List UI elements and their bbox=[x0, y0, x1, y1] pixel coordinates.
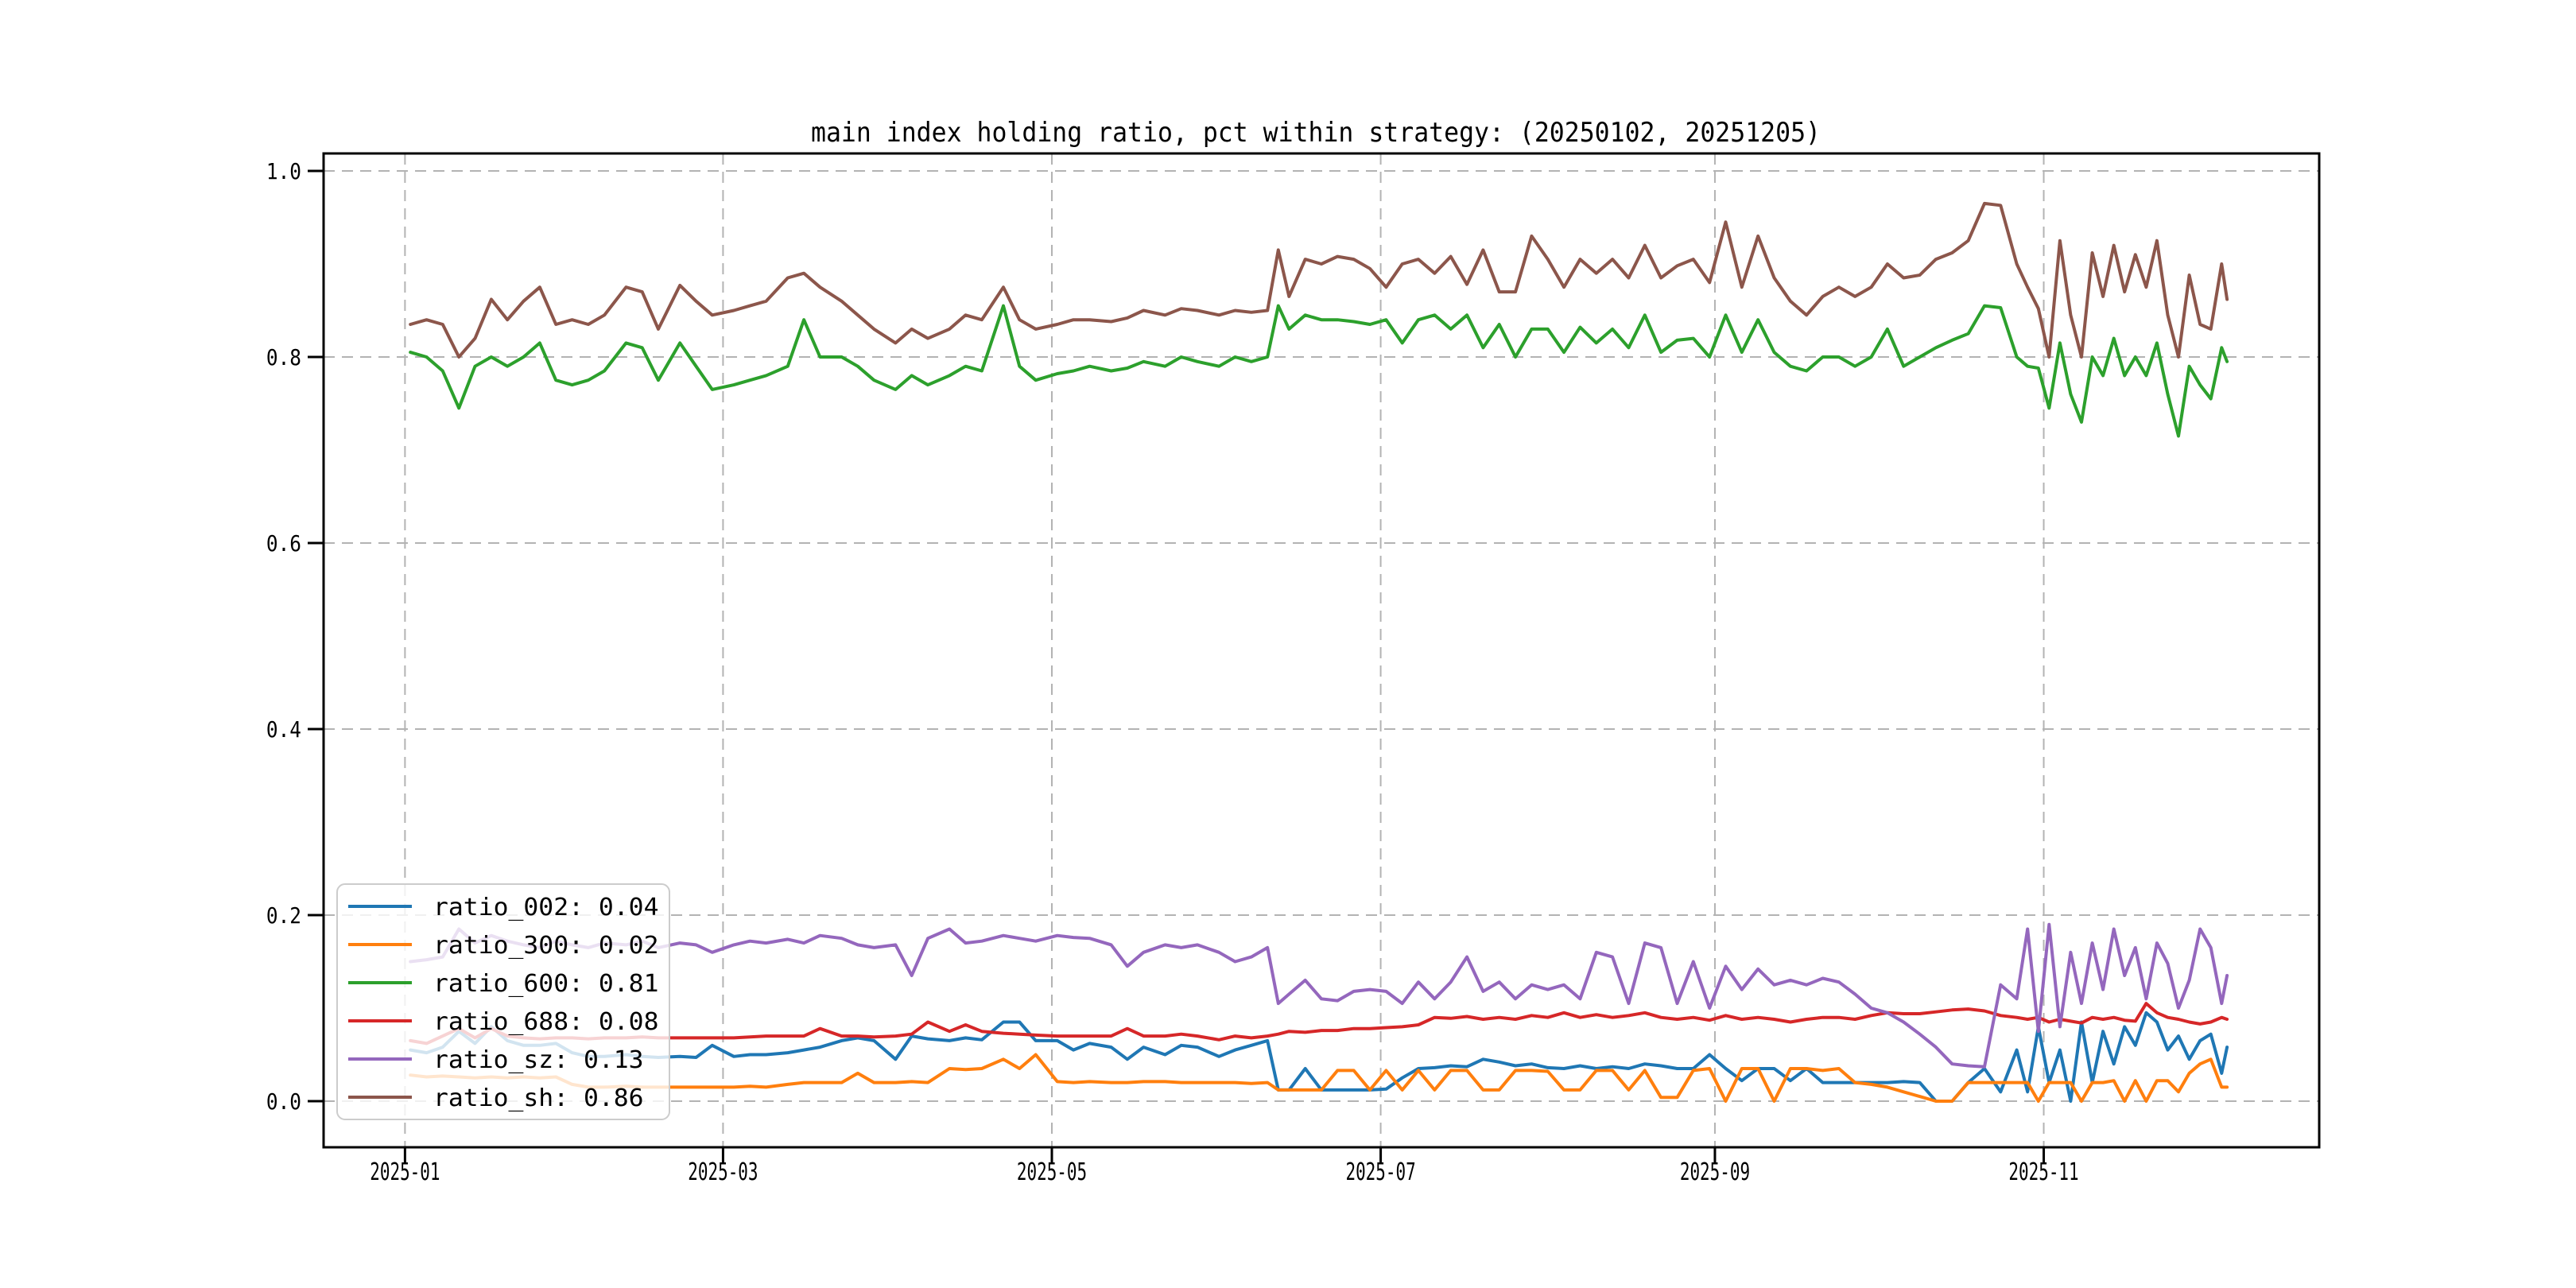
legend-frame bbox=[336, 883, 670, 1120]
series-line-ratio_300 bbox=[409, 1053, 2229, 1103]
legend-label-3: ratio_688: 0.08 bbox=[433, 1008, 659, 1036]
legend-label-2: ratio_600: 0.81 bbox=[433, 970, 659, 998]
legend-box: ratio_002: 0.04 ratio_300: 0.02 ratio_600:… bbox=[336, 883, 670, 1120]
series-line-ratio_sz bbox=[409, 922, 2229, 1069]
x-tick-label: 2025-11 bbox=[2008, 1158, 2078, 1186]
plot-spines bbox=[322, 152, 2321, 1149]
y-tick-label: 0.8 bbox=[266, 344, 301, 370]
x-tick-label: 2025-01 bbox=[370, 1158, 440, 1186]
legend-label-0: ratio_002: 0.04 bbox=[433, 894, 659, 921]
legend-label-1: ratio_300: 0.02 bbox=[433, 932, 659, 960]
legend-label-4: ratio_sz: 0.13 bbox=[433, 1046, 644, 1074]
x-tick-label: 2025-07 bbox=[1345, 1158, 1415, 1186]
series-line-ratio_600 bbox=[409, 304, 2229, 438]
series-line-ratio_002 bbox=[409, 1011, 2229, 1103]
y-tick-label: 1.0 bbox=[266, 158, 301, 184]
axes-layer: 0.0 0.2 0.4 0.6 0.8 1.0 2025-01 2025-03 2025-05 2… bbox=[266, 152, 2321, 1186]
y-tick-label: 0.0 bbox=[266, 1088, 301, 1115]
x-tick-label: 2025-09 bbox=[1680, 1158, 1750, 1186]
series-line-ratio_688 bbox=[409, 1002, 2229, 1046]
x-tick-label: 2025-05 bbox=[1017, 1158, 1087, 1186]
x-tick-label: 2025-03 bbox=[688, 1158, 758, 1186]
series-layer bbox=[409, 201, 2229, 1103]
legend-label-5: ratio_sh: 0.86 bbox=[433, 1084, 644, 1112]
series-line-ratio_sh bbox=[409, 201, 2229, 359]
y-tick-label: 0.4 bbox=[266, 716, 301, 743]
y-tick-label: 0.2 bbox=[266, 902, 301, 929]
chart-title: main index holding ratio, pct within str… bbox=[811, 117, 1821, 149]
y-tick-label: 0.6 bbox=[266, 530, 301, 557]
